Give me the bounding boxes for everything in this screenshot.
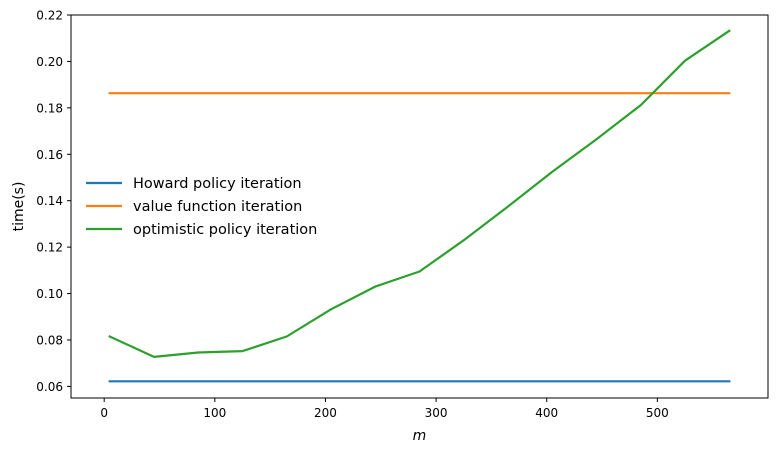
x-tick-label: 100 [203,406,226,420]
y-tick-label: 0.08 [36,333,63,347]
legend-label-0: Howard policy iteration [133,176,302,192]
y-tick-label: 0.18 [36,101,63,115]
x-tick-label: 0 [100,406,108,420]
y-tick-label: 0.20 [36,55,63,69]
legend-label-1: value function iteration [133,199,302,215]
x-axis: 0 100 200 300 400 500 [100,398,669,420]
y-axis: 0.06 0.08 0.10 0.12 0.14 0.16 0.18 0.20 0.22 [36,9,71,394]
x-tick-label: 300 [425,406,448,420]
x-tick-label: 200 [314,406,337,420]
y-tick-label: 0.16 [36,148,63,162]
y-tick-label: 0.22 [36,9,63,23]
y-axis-label: time(s) [11,182,27,232]
x-tick-label: 500 [646,406,669,420]
y-tick-label: 0.06 [36,380,63,394]
y-tick-label: 0.12 [36,241,63,255]
legend-label-2: optimistic policy iteration [133,222,317,238]
legend: Howard policy iteration value function it… [86,176,317,238]
series-layer [108,29,731,383]
y-tick-label: 0.10 [36,287,63,301]
x-tick-label: 400 [535,406,558,420]
y-tick-label: 0.14 [36,194,63,208]
x-axis-label: m [413,428,427,444]
series-line-2 [108,29,731,358]
plot-frame [70,14,769,399]
